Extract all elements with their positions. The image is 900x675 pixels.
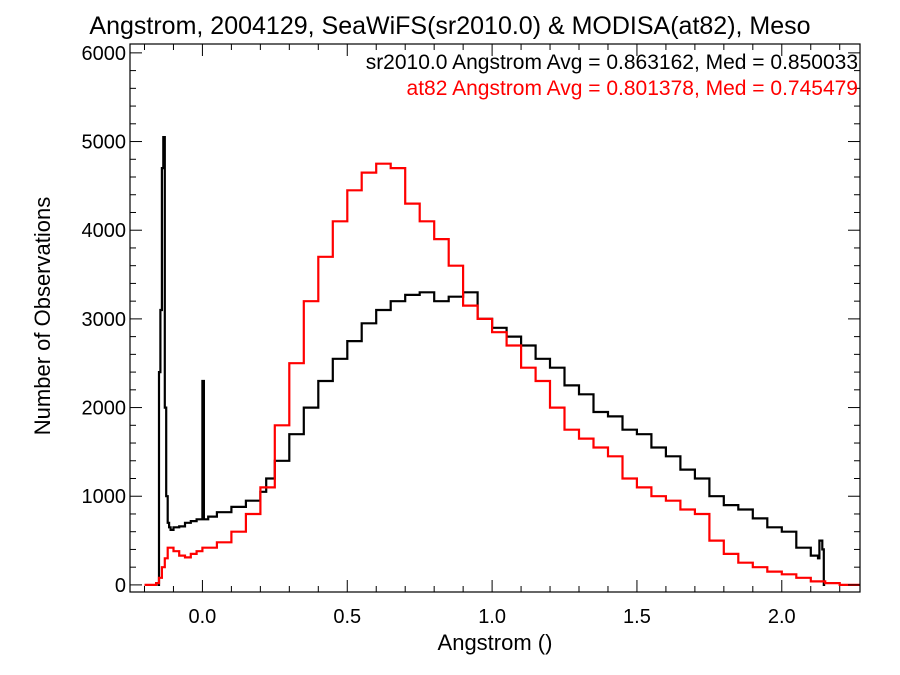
x-tick-label: 2.0 <box>768 606 796 628</box>
tick-layer: 0.0 0.5 1.0 1.5 2.0 0 1000 2000 3000 4000 5000 6000 <box>82 43 860 628</box>
annotation-1: sr2010.0 Angstrom Avg = 0.863162, Med = … <box>366 51 858 74</box>
series-layer <box>144 136 860 586</box>
y-tick-label: 6000 <box>82 43 127 65</box>
x-tick-label: 1.0 <box>478 606 506 628</box>
y-tick-label: 0 <box>115 575 126 597</box>
annotation-2: at82 Angstrom Avg = 0.801378, Med = 0.74… <box>407 77 858 100</box>
series-1-line <box>157 136 826 586</box>
annotation-layer: sr2010.0 Angstrom Avg = 0.863162, Med = … <box>366 51 858 100</box>
y-tick-label: 5000 <box>82 132 127 154</box>
y-tick-label: 1000 <box>82 486 127 508</box>
x-tick-label: 0.5 <box>333 606 361 628</box>
series-2-line <box>144 162 860 586</box>
y-tick-label: 2000 <box>82 398 127 420</box>
x-tick-label: 0.0 <box>189 606 217 628</box>
x-axis-title: Angstrom () <box>438 630 553 655</box>
x-tick-label: 1.5 <box>623 606 651 628</box>
y-tick-label: 4000 <box>82 220 127 242</box>
y-axis-title: Number of Observations <box>30 197 55 435</box>
plot-frame <box>129 43 861 593</box>
y-tick-label: 3000 <box>82 309 127 331</box>
chart-title: Angstrom, 2004129, SeaWiFS(sr2010.0) & M… <box>89 12 810 40</box>
